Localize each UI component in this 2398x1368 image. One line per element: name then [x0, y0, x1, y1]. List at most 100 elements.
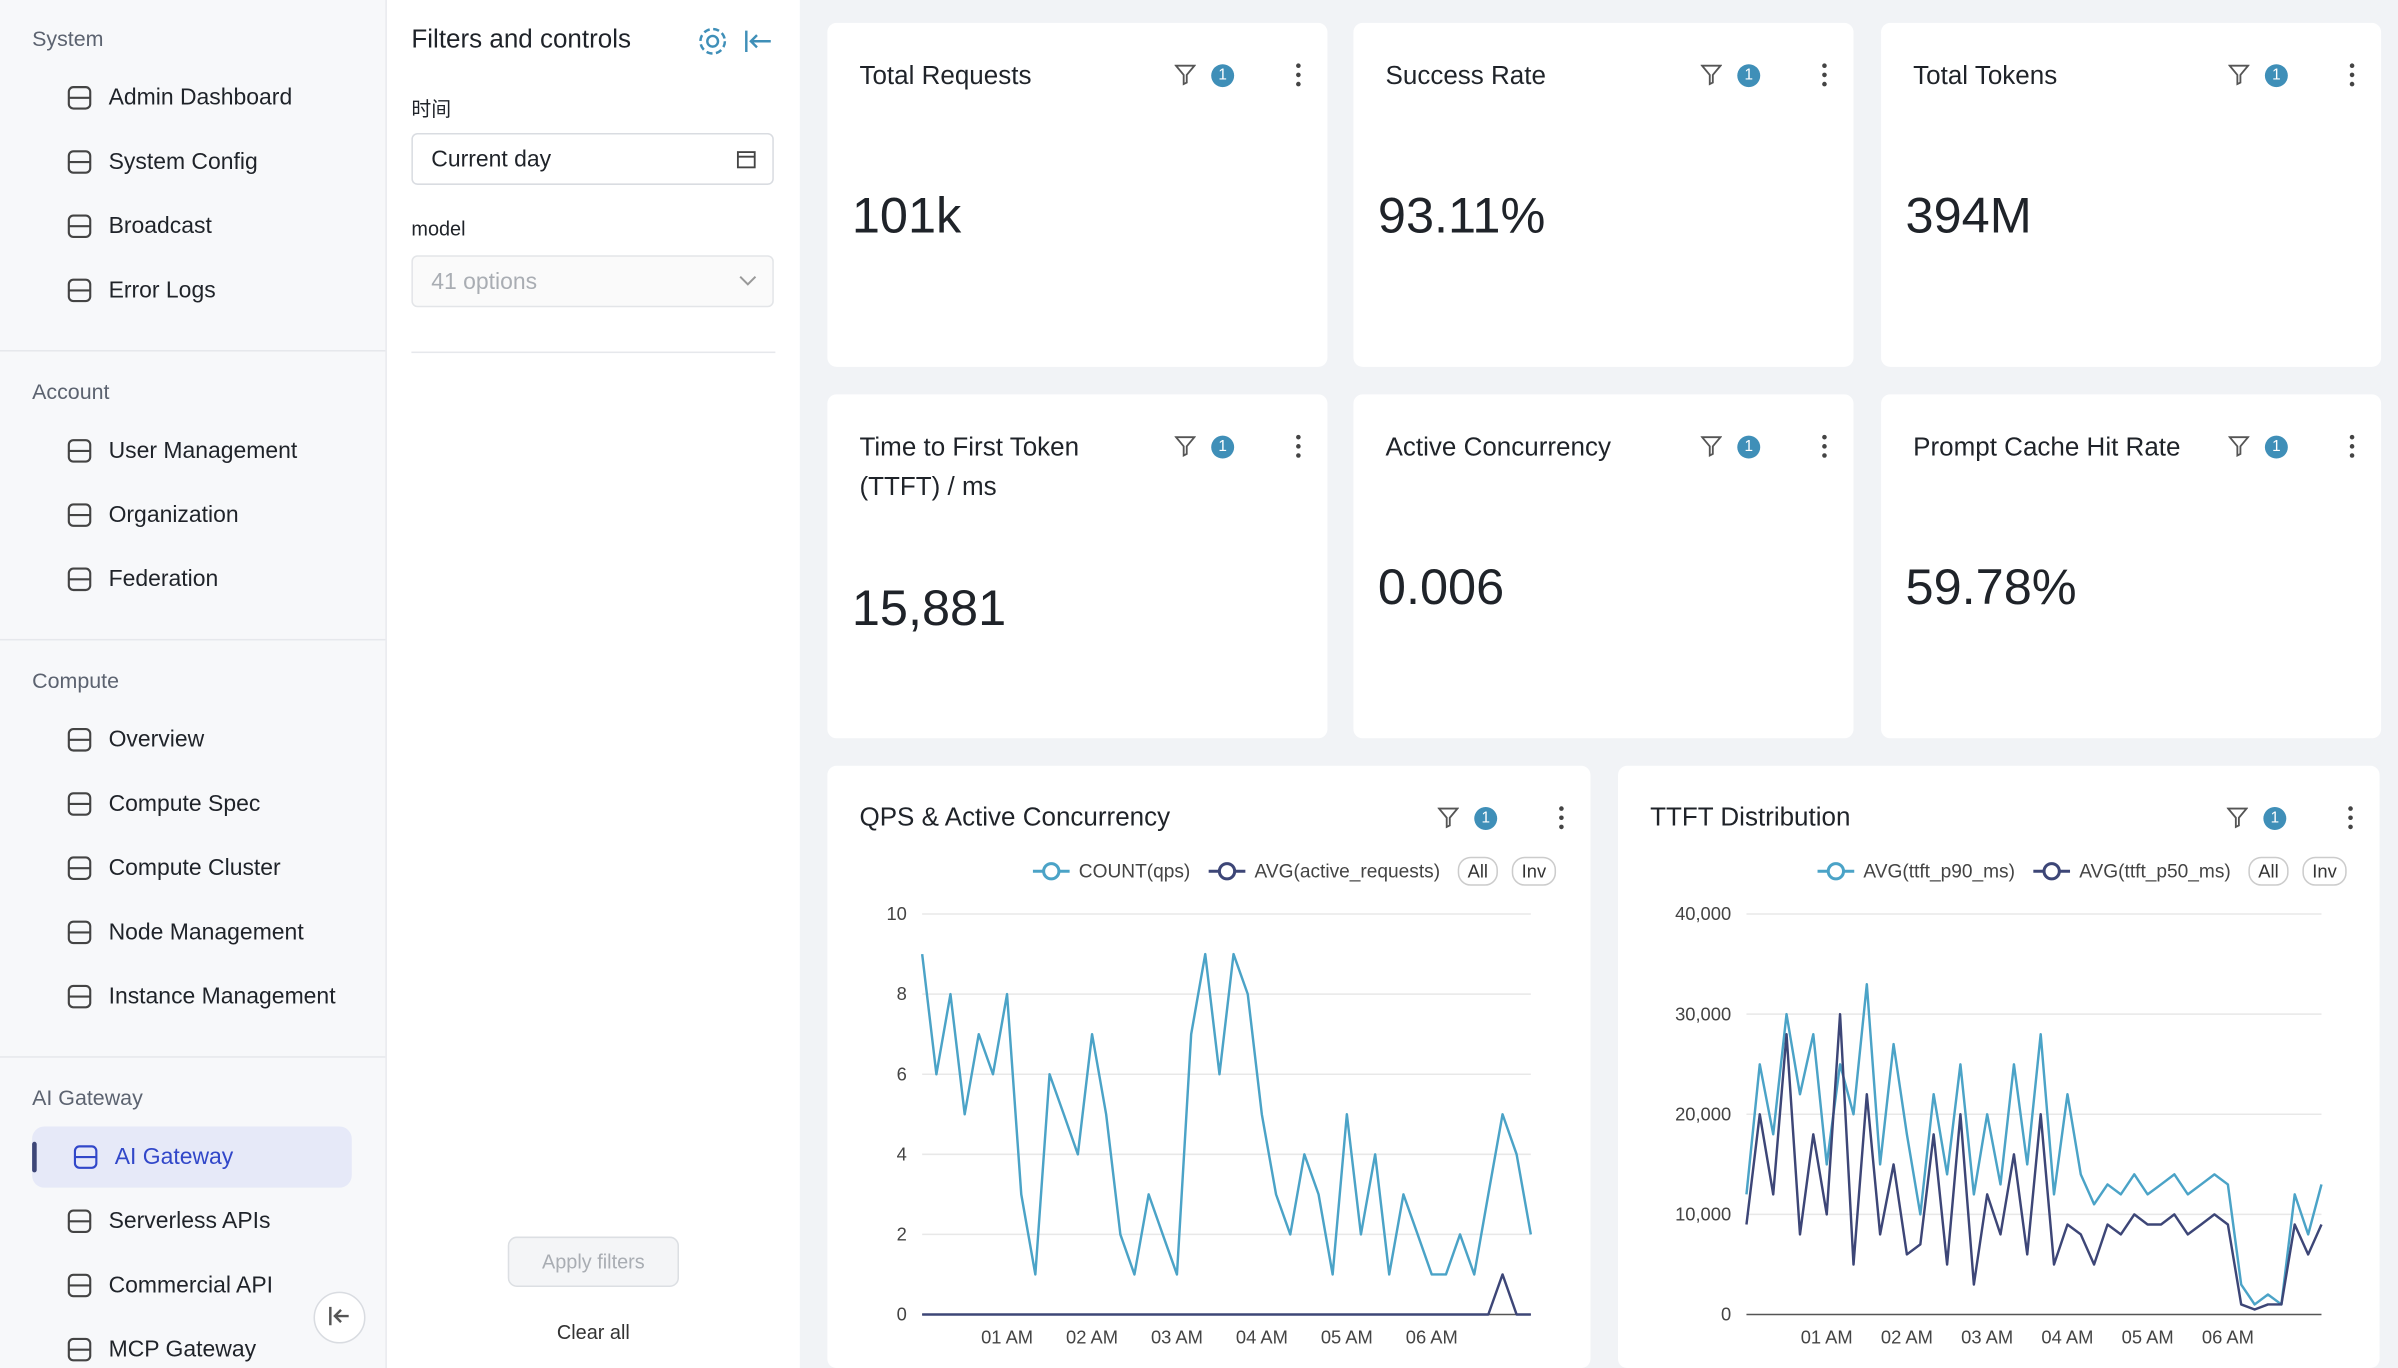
- legend-button-box: [2302, 856, 2347, 886]
- legend-item[interactable]: AVG(ttft_p90_ms): [1817, 861, 2015, 882]
- nav-label: Overview: [108, 726, 205, 753]
- nav-item[interactable]: Compute Cluster: [32, 838, 352, 899]
- more-menu[interactable]: [2347, 431, 2356, 462]
- dot: [1822, 81, 1827, 87]
- kpi-title: Time to First Token (TTFT) / ms: [859, 432, 1080, 502]
- model-placeholder: 41 options: [431, 269, 538, 296]
- legend-label: AVG(ttft_p50_ms): [2079, 861, 2231, 882]
- nav-label: Node Management: [108, 919, 304, 946]
- legend-item[interactable]: AVG(active_requests): [1208, 861, 1441, 882]
- nav-item[interactable]: Instance Management: [32, 966, 352, 1027]
- legend-button[interactable]: Inv: [2302, 856, 2347, 886]
- clear-all[interactable]: Clear all: [556, 1320, 630, 1344]
- filter-badge: 1: [1474, 807, 1498, 830]
- legend-button-label: Inv: [2312, 860, 2337, 881]
- y-tick-label: 0: [1721, 1304, 1731, 1325]
- kpi-card: Total Requests 1 101k: [827, 22, 1328, 367]
- dot: [1296, 434, 1301, 440]
- nav-label: Organization: [108, 502, 239, 529]
- settings-icon[interactable]: [696, 24, 730, 58]
- dot: [1559, 806, 1564, 811]
- model-select[interactable]: 41 options: [411, 255, 774, 308]
- more-menu[interactable]: [1820, 431, 1829, 462]
- y-tick-label: 0: [897, 1304, 907, 1325]
- nav-icon: [67, 1337, 92, 1362]
- filter-icon: [1174, 436, 1196, 457]
- selected-indicator: [32, 1141, 37, 1173]
- legend-label: AVG(active_requests): [1255, 861, 1441, 882]
- card-tools: 1: [2219, 431, 2357, 462]
- x-tick-label: 05 AM: [2122, 1327, 2174, 1348]
- collapse-sidebar[interactable]: [313, 1291, 366, 1344]
- card-tools: 1: [1165, 60, 1303, 91]
- nav-item[interactable]: Error Logs: [32, 260, 352, 321]
- funnel: [1700, 64, 1722, 86]
- filter-badge: 1: [2264, 435, 2288, 459]
- legend-item[interactable]: COUNT(qps): [1032, 861, 1191, 882]
- chart-card: TTFT Distribution 1 0 10,000 20,000 30,000 40,…: [1617, 765, 2380, 1368]
- legend-button[interactable]: All: [2248, 856, 2289, 886]
- funnel: [2228, 436, 2250, 457]
- nav-icon: [67, 856, 92, 880]
- filter-badge: 1: [2263, 807, 2287, 830]
- chart-title: QPS & Active Concurrency: [859, 802, 1171, 832]
- nav-item[interactable]: User Management: [32, 420, 352, 481]
- section-title: AI Gateway: [32, 1085, 143, 1110]
- nav-item[interactable]: Broadcast: [32, 196, 352, 257]
- kpi-title: Total Requests: [859, 61, 1032, 91]
- y-tick-label: 10,000: [1675, 1204, 1731, 1225]
- kpi-title: Total Tokens: [1913, 61, 2058, 91]
- nav-item[interactable]: Organization: [32, 485, 352, 546]
- nav-item[interactable]: Serverless APIs: [32, 1191, 352, 1252]
- nav-label: AI Gateway: [114, 1144, 234, 1171]
- kpi-title: Success Rate: [1385, 61, 1546, 91]
- nav-item[interactable]: Admin Dashboard: [32, 67, 352, 128]
- x-tick-label: 02 AM: [1881, 1327, 1933, 1348]
- legend-item[interactable]: AVG(ttft_p50_ms): [2033, 861, 2231, 882]
- funnel: [1174, 436, 1196, 457]
- y-tick-label: 20,000: [1675, 1103, 1731, 1124]
- time-input[interactable]: Current day: [411, 132, 774, 185]
- more-menu[interactable]: [1294, 431, 1303, 462]
- kpi-value: 101k: [851, 186, 962, 244]
- nav-label: MCP Gateway: [108, 1336, 257, 1363]
- nav-item[interactable]: MCP Gateway: [32, 1319, 352, 1368]
- x-tick-label: 05 AM: [1321, 1327, 1373, 1348]
- collapse-filters[interactable]: [743, 28, 774, 56]
- legend-marker: [2042, 862, 2061, 881]
- filter-icon: [2228, 64, 2250, 86]
- more-menu[interactable]: [2346, 802, 2355, 833]
- more-menu[interactable]: [1820, 60, 1829, 91]
- series-line: [920, 952, 1533, 1276]
- nav-item[interactable]: Compute Spec: [32, 773, 352, 834]
- nav-label: System Config: [108, 149, 258, 176]
- legend-label: AVG(ttft_p90_ms): [1863, 861, 2015, 882]
- nav-item[interactable]: AI Gateway: [32, 1126, 352, 1188]
- nav-item[interactable]: Overview: [32, 709, 352, 770]
- legend-button-box: [1457, 856, 1498, 886]
- nav-item[interactable]: Federation: [32, 549, 352, 610]
- section-divider: [0, 350, 386, 352]
- legend-button-label: Inv: [1522, 860, 1547, 881]
- legend-button[interactable]: Inv: [1511, 856, 1557, 886]
- nav-label: Commercial API: [108, 1272, 274, 1299]
- legend-button-box: [1511, 856, 1557, 886]
- apply-filters[interactable]: Apply filters: [507, 1236, 680, 1287]
- section-title: Account: [32, 379, 110, 404]
- section-title: System: [32, 25, 104, 51]
- filter-icon: [1174, 64, 1196, 86]
- nav-item[interactable]: Commercial API: [32, 1255, 352, 1316]
- more-menu[interactable]: [1294, 60, 1303, 91]
- filter-icon: [1700, 64, 1722, 86]
- legend-label: COUNT(qps): [1079, 861, 1191, 882]
- card-tools: 1: [2219, 60, 2357, 91]
- more-menu[interactable]: [1557, 802, 1566, 833]
- legend-button[interactable]: All: [1457, 856, 1498, 886]
- filter-badge: 1: [1211, 64, 1235, 88]
- nav-item[interactable]: Node Management: [32, 902, 352, 963]
- nav-icon: [73, 1145, 98, 1169]
- more-menu[interactable]: [2347, 60, 2356, 91]
- y-tick-label: 4: [897, 1143, 907, 1164]
- nav-item[interactable]: System Config: [32, 131, 352, 192]
